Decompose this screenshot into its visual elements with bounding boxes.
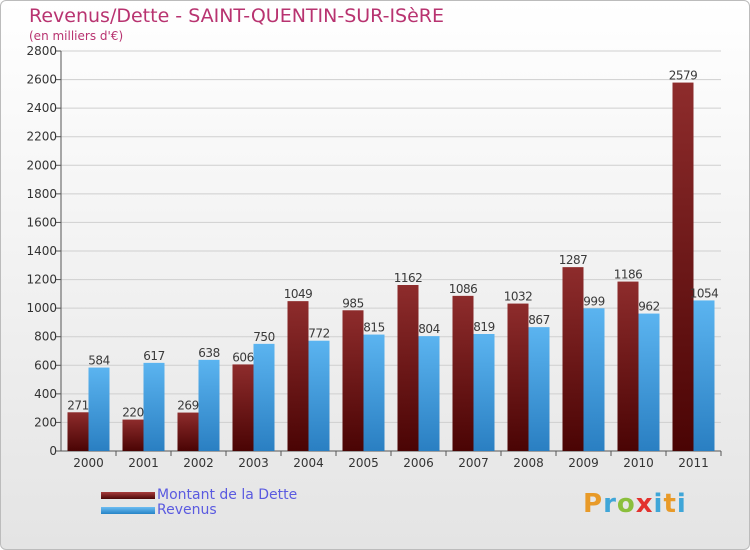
x-tick-label: 2010 xyxy=(623,456,654,470)
data-label-revenue: 819 xyxy=(473,320,494,334)
y-tick-label: 2400 xyxy=(26,101,57,115)
data-label-revenue: 804 xyxy=(418,322,439,336)
data-label-debt: 606 xyxy=(232,350,253,364)
data-label-revenue: 617 xyxy=(143,349,164,363)
data-label-debt: 2579 xyxy=(669,69,698,83)
data-label-revenue: 750 xyxy=(253,330,274,344)
bar-debt xyxy=(232,364,254,451)
data-label-revenue: 1054 xyxy=(690,286,719,300)
y-tick-label: 1200 xyxy=(26,273,57,287)
y-tick-label: 2000 xyxy=(26,158,57,172)
bar-revenue xyxy=(693,300,715,451)
legend-swatch-debt xyxy=(101,491,155,499)
chart-subtitle: (en milliers d'€) xyxy=(29,29,124,43)
y-tick-label: 1400 xyxy=(26,244,57,258)
y-tick-label: 600 xyxy=(34,358,57,372)
y-tick-label: 2200 xyxy=(26,130,57,144)
data-label-debt: 1049 xyxy=(284,287,313,301)
bar-debt xyxy=(177,412,199,451)
data-label-debt: 1186 xyxy=(614,268,643,282)
bar-debt xyxy=(562,267,584,451)
bar-debt xyxy=(122,419,144,451)
x-tick-label: 2000 xyxy=(73,456,104,470)
data-label-revenue: 999 xyxy=(583,294,604,308)
data-label-debt: 985 xyxy=(342,296,363,310)
x-tick-label: 2001 xyxy=(128,456,159,470)
data-label-debt: 1287 xyxy=(559,253,588,267)
data-label-debt: 1086 xyxy=(449,282,478,296)
data-label-debt: 220 xyxy=(122,406,143,420)
x-tick-label: 2004 xyxy=(293,456,324,470)
bar-debt xyxy=(287,301,309,451)
data-label-revenue: 962 xyxy=(638,300,659,314)
y-tick-label: 800 xyxy=(34,330,57,344)
y-tick-label: 1800 xyxy=(26,187,57,201)
bar-revenue xyxy=(308,340,330,451)
data-label-revenue: 584 xyxy=(88,354,109,368)
x-tick-label: 2009 xyxy=(568,456,599,470)
legend-swatch-revenue xyxy=(101,506,155,514)
bar-revenue xyxy=(198,359,220,451)
data-label-revenue: 638 xyxy=(198,346,219,360)
y-tick-label: 2600 xyxy=(26,73,57,87)
bar-revenue xyxy=(583,308,605,451)
bar-debt xyxy=(617,281,639,451)
y-tick-label: 200 xyxy=(34,415,57,429)
data-label-debt: 1162 xyxy=(394,271,423,285)
legend-label-debt: Montant de la Dette xyxy=(157,487,298,503)
bar-revenue xyxy=(363,334,385,451)
bar-debt xyxy=(452,295,474,451)
x-tick-label: 2007 xyxy=(458,456,489,470)
x-tick-label: 2006 xyxy=(403,456,434,470)
y-tick-label: 1000 xyxy=(26,301,57,315)
bar-debt xyxy=(507,303,529,451)
bar-debt xyxy=(397,285,419,451)
bar-debt xyxy=(67,412,89,451)
y-tick-label: 400 xyxy=(34,387,57,401)
bar-debt xyxy=(672,82,694,452)
x-tick-label: 2008 xyxy=(513,456,544,470)
bar-revenue xyxy=(528,327,550,451)
x-tick-label: 2005 xyxy=(348,456,379,470)
bar-revenue xyxy=(88,367,110,451)
legend-item-debt: Montant de la Dette xyxy=(101,487,297,503)
bar-revenue xyxy=(473,334,495,451)
x-tick-label: 2011 xyxy=(678,456,709,470)
proxiti-logo: Proxiti xyxy=(583,489,687,519)
y-tick-label: 0 xyxy=(49,444,57,458)
data-label-revenue: 867 xyxy=(528,313,549,327)
bar-debt xyxy=(342,310,364,451)
bar-revenue xyxy=(143,362,165,451)
legend-item-revenue: Revenus xyxy=(101,502,217,518)
data-label-debt: 269 xyxy=(177,399,198,413)
legend-label-revenue: Revenus xyxy=(157,502,217,518)
y-tick-label: 2800 xyxy=(26,44,57,58)
y-tick-label: 1600 xyxy=(26,215,57,229)
bar-revenue xyxy=(253,343,275,451)
data-label-revenue: 815 xyxy=(363,321,384,335)
data-label-revenue: 772 xyxy=(308,327,329,341)
bar-revenue xyxy=(418,336,440,451)
chart-title: Revenus/Dette - SAINT-QUENTIN-SUR-ISèRE xyxy=(29,5,445,27)
bar-revenue xyxy=(638,313,660,451)
data-label-debt: 1032 xyxy=(504,290,533,304)
data-label-debt: 271 xyxy=(67,398,88,412)
x-tick-label: 2002 xyxy=(183,456,214,470)
x-tick-label: 2003 xyxy=(238,456,269,470)
